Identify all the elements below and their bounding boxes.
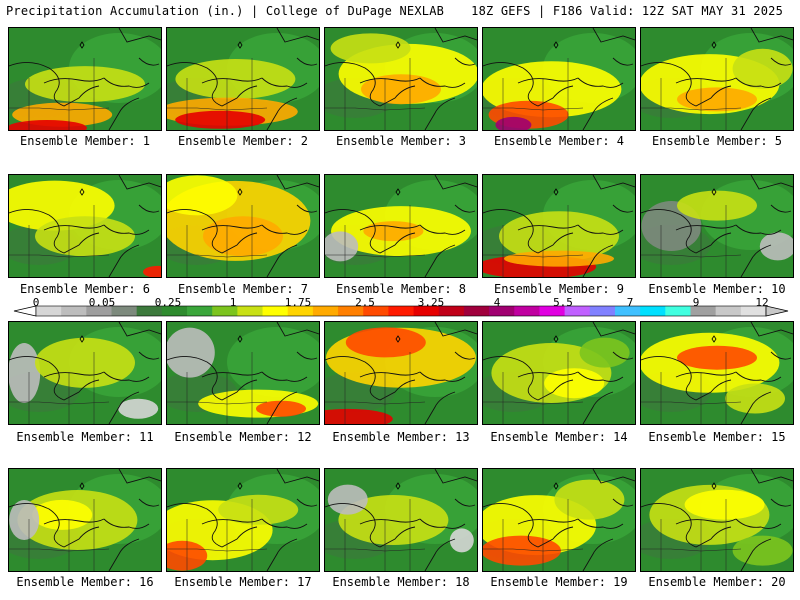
ensemble-member-label: Ensemble Member: 18 [332,575,470,589]
ensemble-member-8-map [324,174,478,278]
ensemble-member-16-map [8,468,162,572]
ensemble-member-label: Ensemble Member: 20 [648,575,786,589]
colorbar-tick-label: 5.5 [553,296,573,309]
ensemble-member-15-map [640,321,794,425]
ensemble-member-19-map [482,468,636,572]
colorbar-tick-label: 4 [493,296,501,309]
ensemble-member-label: Ensemble Member: 4 [493,134,625,148]
ensemble-member-label: Ensemble Member: 7 [177,282,309,296]
ensemble-member-label: Ensemble Member: 13 [332,430,470,444]
ensemble-member-label: Ensemble Member: 11 [16,430,154,444]
colorbar-tick-label: 0.05 [88,296,116,309]
ensemble-member-14-map [482,321,636,425]
ensemble-member-9-map [482,174,636,278]
ensemble-member-label: Ensemble Member: 15 [648,430,786,444]
map-title: Precipitation Accumulation (in.) | Colle… [6,4,445,18]
ensemble-member-3-map [324,27,478,131]
ensemble-member-11-map [8,321,162,425]
ensemble-member-label: Ensemble Member: 14 [490,430,628,444]
colorbar-tick-label: 12 [755,296,769,309]
ensemble-member-label: Ensemble Member: 3 [335,134,467,148]
ensemble-member-18-map [324,468,478,572]
ensemble-member-label: Ensemble Member: 10 [648,282,786,296]
ensemble-member-label: Ensemble Member: 6 [19,282,151,296]
ensemble-member-label: Ensemble Member: 5 [651,134,783,148]
colorbar-tick-label: 1.75 [284,296,312,309]
ensemble-member-6-map [8,174,162,278]
ensemble-member-12-map [166,321,320,425]
precipitation-colorbar [13,305,789,317]
ensemble-member-1-map [8,27,162,131]
colorbar-tick-label: 9 [692,296,700,309]
colorbar-tick-label: 1 [229,296,237,309]
model-valid-time: 18Z GEFS | F186 Valid: 12Z SAT MAY 31 20… [471,4,783,18]
ensemble-member-4-map [482,27,636,131]
colorbar-tick-label: 0 [32,296,40,309]
ensemble-member-label: Ensemble Member: 12 [174,430,312,444]
colorbar-tick-label: 0.25 [154,296,182,309]
ensemble-member-label: Ensemble Member: 1 [19,134,151,148]
ensemble-member-5-map [640,27,794,131]
ensemble-member-label: Ensemble Member: 19 [490,575,628,589]
ensemble-member-17-map [166,468,320,572]
colorbar-tick-label: 2.5 [355,296,375,309]
ensemble-member-2-map [166,27,320,131]
ensemble-member-label: Ensemble Member: 2 [177,134,309,148]
ensemble-member-10-map [640,174,794,278]
ensemble-member-label: Ensemble Member: 17 [174,575,312,589]
ensemble-member-20-map [640,468,794,572]
ensemble-member-label: Ensemble Member: 16 [16,575,154,589]
ensemble-member-label: Ensemble Member: 9 [493,282,625,296]
ensemble-member-7-map [166,174,320,278]
ensemble-member-label: Ensemble Member: 8 [335,282,467,296]
ensemble-member-13-map [324,321,478,425]
colorbar-tick-label: 3.25 [417,296,445,309]
colorbar-tick-label: 7 [626,296,634,309]
